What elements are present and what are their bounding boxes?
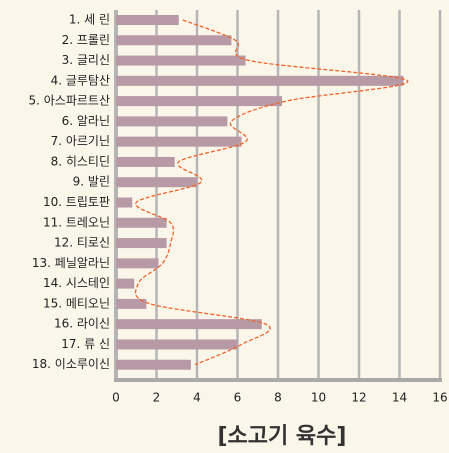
bar [116, 15, 179, 25]
bar [116, 278, 135, 289]
x-tick-label: 4 [193, 391, 201, 405]
y-tick-label: 18. 이소루이신 [32, 357, 110, 371]
y-tick-label: 6. 알라닌 [62, 114, 110, 128]
y-tick-label: 17. 류 신 [61, 337, 110, 351]
x-tick-label: 10 [311, 391, 326, 405]
y-tick-label: 13. 페닐알라닌 [32, 256, 110, 270]
y-tick-label: 7. 아르기닌 [51, 134, 110, 148]
y-tick-label: 1. 세 린 [69, 13, 110, 27]
bar [116, 55, 246, 66]
bar [116, 96, 283, 107]
y-tick-label: 2. 프롤린 [62, 33, 110, 47]
x-tick-label: 0 [112, 391, 120, 405]
x-tick-label: 16 [432, 391, 447, 405]
bar [116, 298, 147, 309]
bar [116, 319, 262, 330]
bar [116, 238, 167, 249]
y-tick-label: 9. 발린 [73, 175, 110, 189]
chart-title: [소고기 육수] [218, 424, 347, 449]
bar [116, 217, 167, 228]
x-tick-label: 2 [153, 391, 161, 405]
y-tick-label: 16. 라이신 [54, 317, 110, 331]
bar [116, 156, 175, 167]
bar [116, 35, 232, 46]
bar [116, 116, 228, 127]
y-tick-label: 14. 시스테인 [43, 276, 110, 290]
bar [116, 339, 238, 350]
bar [116, 197, 133, 208]
y-tick-label: 3. 글리신 [62, 53, 110, 67]
x-tick-label: 6 [234, 391, 242, 405]
bar [116, 136, 242, 147]
y-tick-label: 4. 글루탐산 [51, 73, 110, 87]
bar [116, 359, 191, 370]
y-tick-label: 10. 트립토판 [43, 195, 110, 209]
bar [116, 75, 404, 86]
y-tick-label: 5. 아스파르트산 [28, 94, 110, 108]
y-tick-label: 11. 트레오닌 [43, 215, 110, 229]
y-tick-label: 15. 메티오닌 [43, 296, 110, 310]
y-tick-label: 12. 티로신 [54, 236, 110, 250]
x-tick-label: 8 [274, 391, 282, 405]
x-tick-label: 14 [392, 391, 407, 405]
y-tick-label: 8. 히스티딘 [51, 154, 110, 168]
x-tick-label: 12 [351, 391, 366, 405]
trend-curve [134, 19, 409, 366]
bar [116, 258, 159, 269]
bar [116, 177, 197, 188]
